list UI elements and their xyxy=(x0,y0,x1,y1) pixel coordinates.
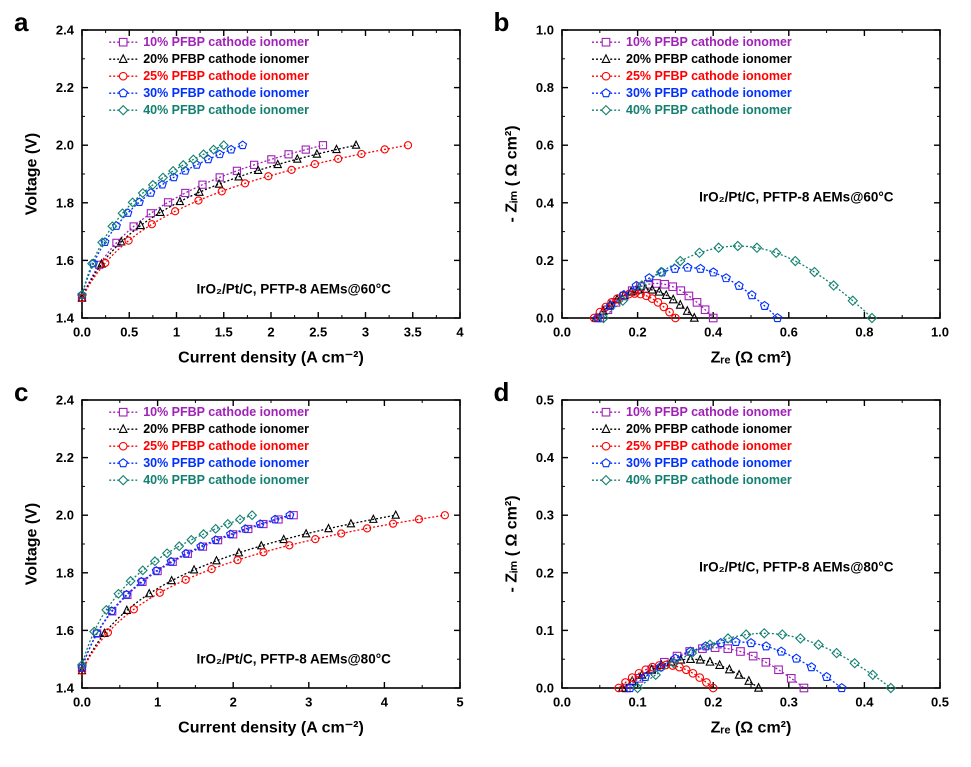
svg-text:0.5: 0.5 xyxy=(930,695,948,710)
svg-text:2.5: 2.5 xyxy=(309,325,327,340)
svg-text:40% PFBP cathode ionomer: 40% PFBP cathode ionomer xyxy=(143,103,309,117)
svg-text:0.8: 0.8 xyxy=(855,325,873,340)
svg-text:1.8: 1.8 xyxy=(56,565,74,580)
svg-text:- Zᵢₘ ( Ω cm²): - Zᵢₘ ( Ω cm²) xyxy=(503,125,520,222)
svg-text:0.5: 0.5 xyxy=(535,393,553,408)
svg-text:0.1: 0.1 xyxy=(535,623,553,638)
svg-text:0.4: 0.4 xyxy=(855,695,874,710)
svg-text:0.1: 0.1 xyxy=(628,695,646,710)
svg-text:10% PFBP cathode ionomer: 10% PFBP cathode ionomer xyxy=(143,35,309,49)
svg-text:0.0: 0.0 xyxy=(73,695,91,710)
svg-text:IrO₂/Pt/C, PFTP-8 AEMs@80°C: IrO₂/Pt/C, PFTP-8 AEMs@80°C xyxy=(699,560,894,575)
svg-text:IrO₂/Pt/C, PFTP-8 AEMs@60°C: IrO₂/Pt/C, PFTP-8 AEMs@60°C xyxy=(197,282,392,297)
svg-text:4: 4 xyxy=(381,695,389,710)
svg-text:5: 5 xyxy=(456,695,463,710)
svg-text:2.0: 2.0 xyxy=(56,138,74,153)
svg-text:10% PFBP cathode ionomer: 10% PFBP cathode ionomer xyxy=(626,35,792,49)
svg-text:3: 3 xyxy=(305,695,312,710)
svg-text:0.4: 0.4 xyxy=(704,325,723,340)
svg-text:1.4: 1.4 xyxy=(56,681,75,696)
panel-a: a 0.00.511.522.533.541.41.61.82.02.22.41… xyxy=(12,12,480,374)
svg-text:1.0: 1.0 xyxy=(535,23,553,38)
svg-text:IrO₂/Pt/C, PFTP-8 AEMs@80°C: IrO₂/Pt/C, PFTP-8 AEMs@80°C xyxy=(197,652,392,667)
chart-c: 0.0 1 2 3 4 5 1.4 1.6 1.8 2.0 2.2 2.4 10% PFBP catho… xyxy=(12,382,474,744)
svg-text:1.6: 1.6 xyxy=(56,623,74,638)
svg-text:0.2: 0.2 xyxy=(535,253,553,268)
svg-text:0.4: 0.4 xyxy=(535,195,554,210)
svg-text:2.4: 2.4 xyxy=(56,23,75,38)
svg-text:0.3: 0.3 xyxy=(535,508,553,523)
svg-text:0.5: 0.5 xyxy=(120,325,138,340)
svg-text:1.5: 1.5 xyxy=(215,325,233,340)
svg-text:0.0: 0.0 xyxy=(552,325,570,340)
svg-text:0.4: 0.4 xyxy=(535,450,554,465)
svg-text:0.0: 0.0 xyxy=(535,681,553,696)
svg-text:1.0: 1.0 xyxy=(930,325,948,340)
svg-text:4: 4 xyxy=(456,325,464,340)
svg-text:1.6: 1.6 xyxy=(56,253,74,268)
svg-text:Zᵣₑ (Ω cm²): Zᵣₑ (Ω cm²) xyxy=(710,350,791,367)
svg-text:20% PFBP cathode ionomer: 20% PFBP cathode ionomer xyxy=(626,52,792,66)
svg-text:0.2: 0.2 xyxy=(704,695,722,710)
svg-text:0.0: 0.0 xyxy=(73,325,91,340)
svg-text:30% PFBP cathode ionomer: 30% PFBP cathode ionomer xyxy=(143,86,309,100)
svg-text:30% PFBP cathode ionomer: 30% PFBP cathode ionomer xyxy=(143,456,309,470)
svg-text:20% PFBP cathode ionomer: 20% PFBP cathode ionomer xyxy=(626,422,792,436)
svg-text:Voltage (V): Voltage (V) xyxy=(24,503,41,585)
svg-text:2.2: 2.2 xyxy=(56,80,74,95)
svg-text:0.2: 0.2 xyxy=(535,565,553,580)
svg-text:20% PFBP cathode ionomer: 20% PFBP cathode ionomer xyxy=(143,422,309,436)
panel-letter-b: b xyxy=(494,7,510,38)
svg-text:Zᵣₑ (Ω cm²): Zᵣₑ (Ω cm²) xyxy=(710,720,791,737)
svg-text:3.5: 3.5 xyxy=(404,325,422,340)
svg-text:2.2: 2.2 xyxy=(56,450,74,465)
svg-text:10% PFBP cathode ionomer: 10% PFBP cathode ionomer xyxy=(143,405,309,419)
panel-c: c 0.0123451.41.61.82.02.22.410% PFBP cat… xyxy=(12,382,480,744)
chart-b: 0.0 0.2 0.4 0.6 0.8 1.0 0.0 0.2 0.4 0.6 0.8 1.0 10% … xyxy=(492,12,954,374)
figure-grid: a 0.00.511.522.533.541.41.61.82.02.22.41… xyxy=(12,12,959,744)
svg-text:25% PFBP cathode ionomer: 25% PFBP cathode ionomer xyxy=(626,439,792,453)
svg-text:Voltage (V): Voltage (V) xyxy=(24,133,41,215)
svg-text:0.0: 0.0 xyxy=(535,311,553,326)
svg-text:1.4: 1.4 xyxy=(56,311,75,326)
svg-text:40% PFBP cathode ionomer: 40% PFBP cathode ionomer xyxy=(626,473,792,487)
panel-b: b 0.00.20.40.60.81.00.00.20.40.60.81.010… xyxy=(492,12,960,374)
svg-text:Current density (A cm⁻²): Current density (A cm⁻²) xyxy=(178,720,364,737)
chart-d: 0.0 0.1 0.2 0.3 0.4 0.5 0.0 0.1 0.2 0.3 0.4 0.5 10% … xyxy=(492,382,954,744)
svg-text:0.6: 0.6 xyxy=(779,325,797,340)
svg-text:30% PFBP cathode ionomer: 30% PFBP cathode ionomer xyxy=(626,86,792,100)
svg-text:3: 3 xyxy=(362,325,369,340)
svg-text:0.2: 0.2 xyxy=(628,325,646,340)
svg-text:40% PFBP cathode ionomer: 40% PFBP cathode ionomer xyxy=(143,473,309,487)
svg-text:0.8: 0.8 xyxy=(535,80,553,95)
svg-text:2.0: 2.0 xyxy=(56,508,74,523)
panel-letter-a: a xyxy=(14,7,28,38)
svg-text:2.4: 2.4 xyxy=(56,393,75,408)
svg-text:0.3: 0.3 xyxy=(779,695,797,710)
chart-a: 0.0 0.5 1 1.5 2 2.5 3 3.5 4 1.4 1.6 1.8 2.0 2.2 2.4 10%… xyxy=(12,12,474,374)
svg-text:1: 1 xyxy=(154,695,161,710)
svg-text:25% PFBP cathode ionomer: 25% PFBP cathode ionomer xyxy=(626,69,792,83)
svg-text:0.0: 0.0 xyxy=(552,695,570,710)
panel-letter-c: c xyxy=(14,377,28,408)
svg-text:25% PFBP cathode ionomer: 25% PFBP cathode ionomer xyxy=(143,69,309,83)
svg-text:1: 1 xyxy=(173,325,180,340)
svg-text:30% PFBP cathode ionomer: 30% PFBP cathode ionomer xyxy=(626,456,792,470)
svg-text:2: 2 xyxy=(267,325,274,340)
svg-text:IrO₂/Pt/C, PFTP-8 AEMs@60°C: IrO₂/Pt/C, PFTP-8 AEMs@60°C xyxy=(699,190,894,205)
svg-text:- Zᵢₘ ( Ω cm²): - Zᵢₘ ( Ω cm²) xyxy=(503,495,520,592)
svg-text:10% PFBP cathode ionomer: 10% PFBP cathode ionomer xyxy=(626,405,792,419)
svg-text:2: 2 xyxy=(230,695,237,710)
svg-text:Current density (A cm⁻²): Current density (A cm⁻²) xyxy=(178,350,364,367)
svg-text:25% PFBP cathode ionomer: 25% PFBP cathode ionomer xyxy=(143,439,309,453)
panel-d: d 0.00.10.20.30.40.50.00.10.20.30.40.510… xyxy=(492,382,960,744)
svg-text:1.8: 1.8 xyxy=(56,195,74,210)
svg-text:20% PFBP cathode ionomer: 20% PFBP cathode ionomer xyxy=(143,52,309,66)
svg-text:0.6: 0.6 xyxy=(535,138,553,153)
panel-letter-d: d xyxy=(494,377,510,408)
svg-text:40% PFBP cathode ionomer: 40% PFBP cathode ionomer xyxy=(626,103,792,117)
